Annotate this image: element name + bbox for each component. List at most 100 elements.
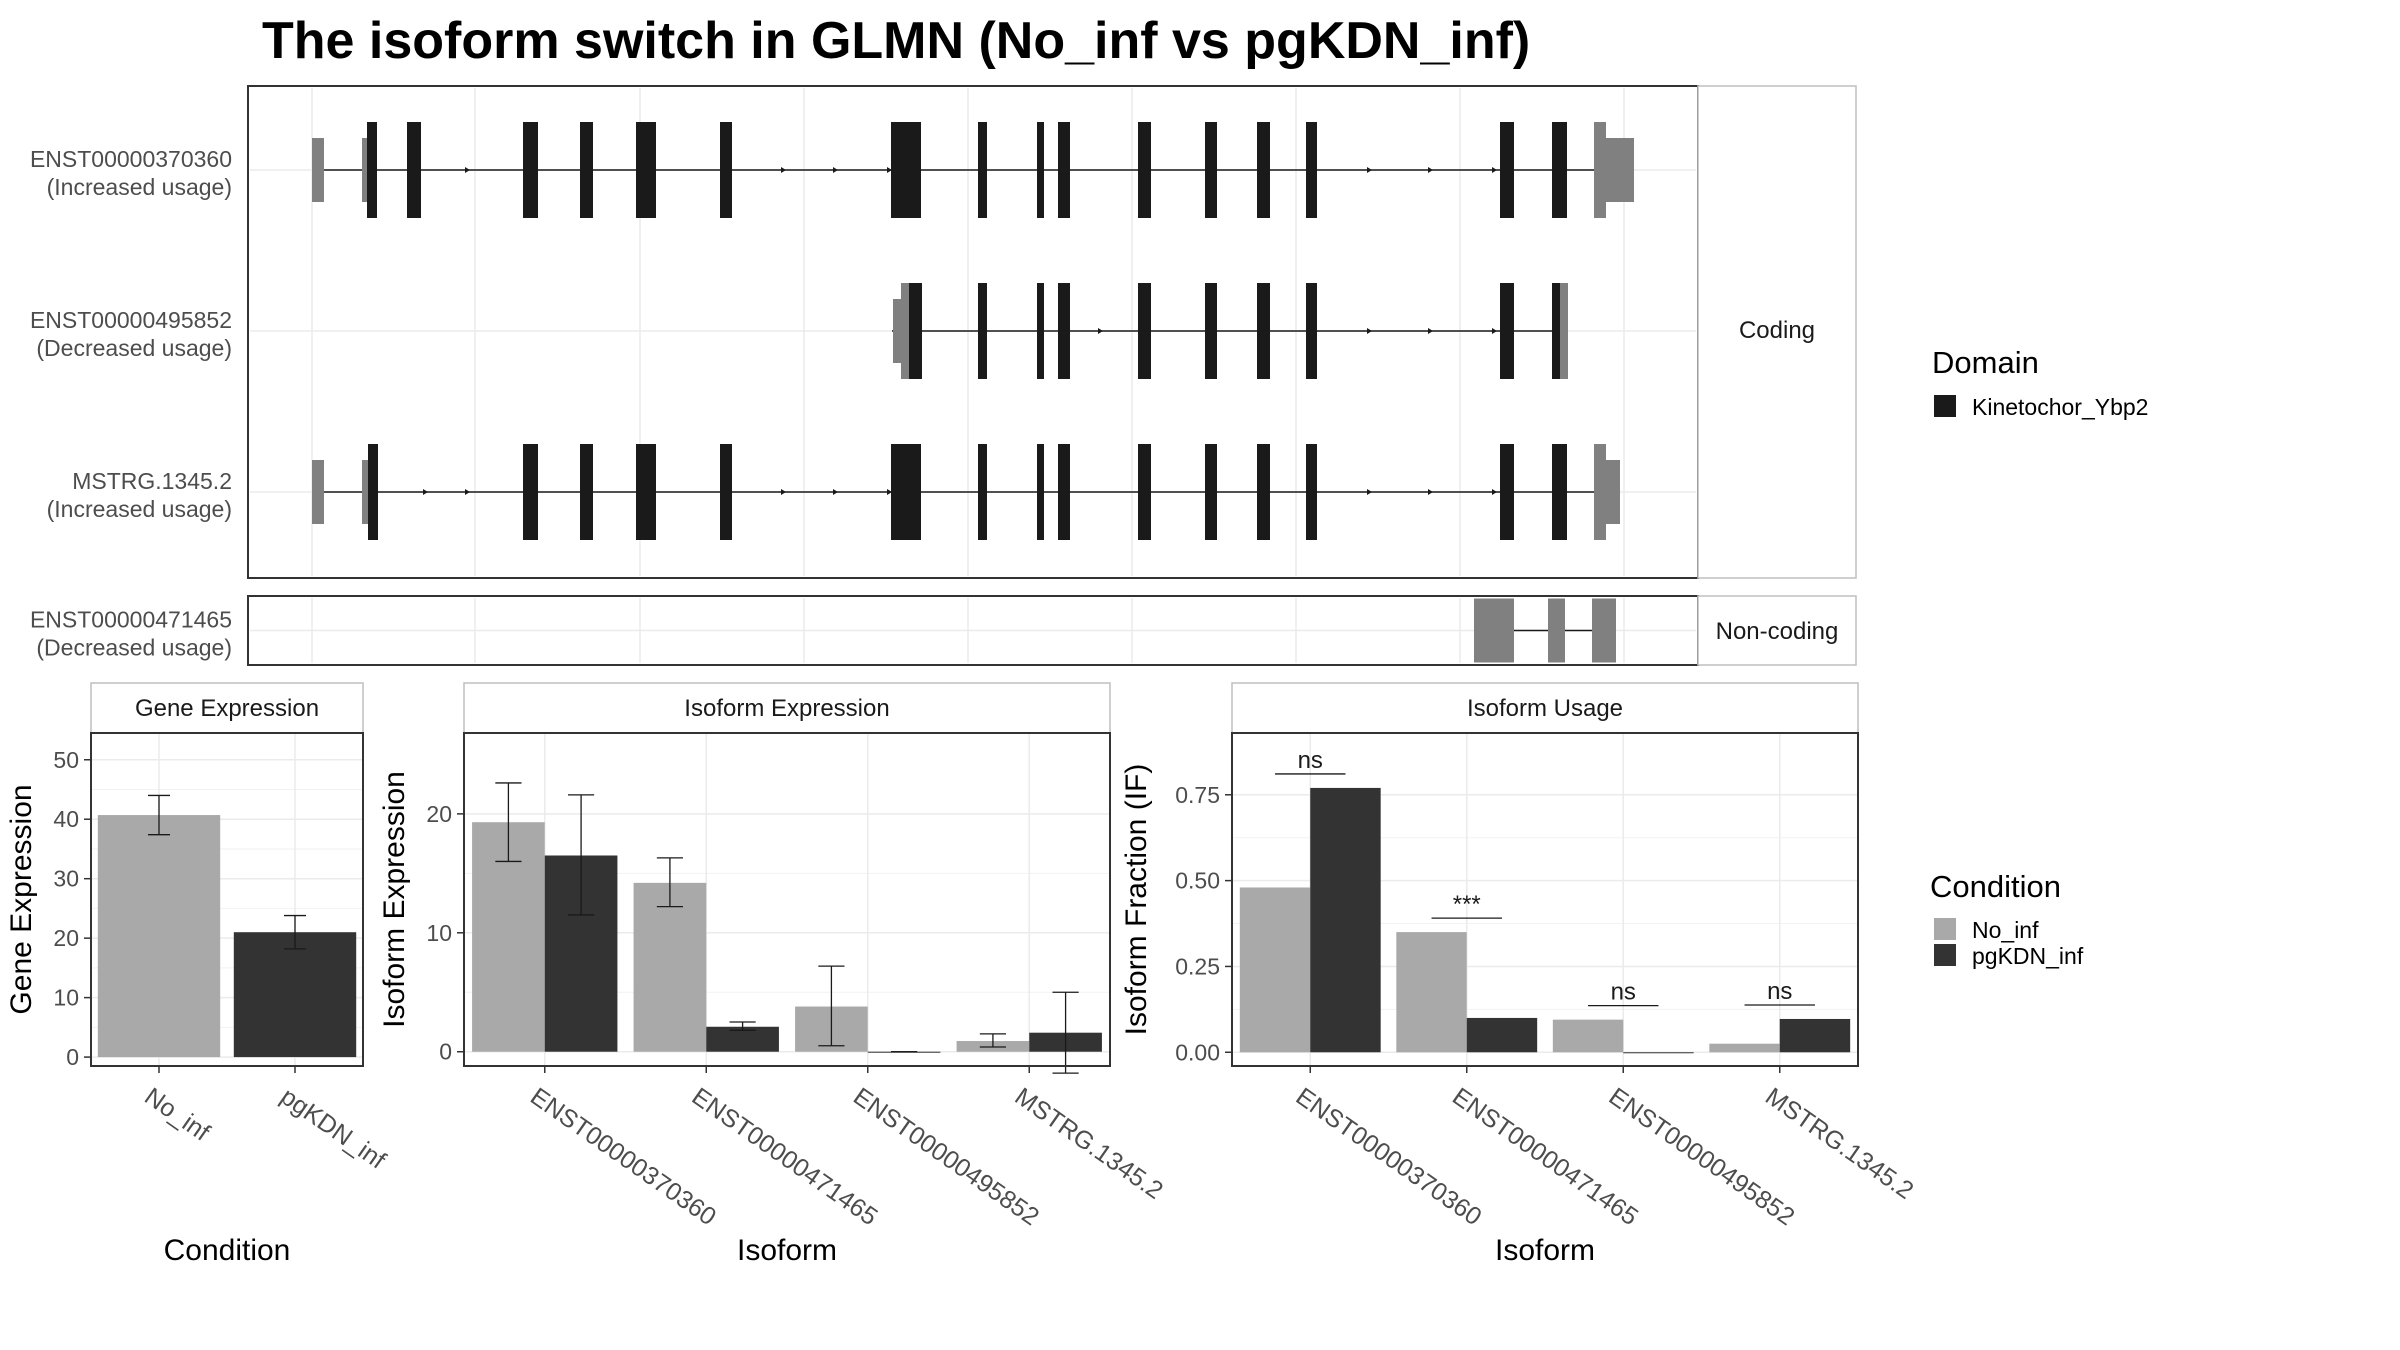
noncoding-exon <box>1592 598 1616 663</box>
domain-exon <box>1500 444 1514 540</box>
domain-exon <box>978 122 987 218</box>
coding-panel-border <box>247 85 1699 579</box>
domain-exon <box>367 122 377 218</box>
intron-direction-arrow <box>887 167 892 173</box>
bar-No_inf <box>1239 887 1311 1053</box>
noncoding-facet-strip <box>1697 595 1857 666</box>
x-tick-label: MSTRG.1345.2 <box>1010 1082 1168 1205</box>
domain-exon <box>1552 444 1567 540</box>
x-tick-label: MSTRG.1345.2 <box>1760 1082 1918 1205</box>
intron-direction-arrow <box>833 167 838 173</box>
y-tick-label: 10 <box>53 985 79 1011</box>
domain-exon <box>1500 122 1514 218</box>
domain-exon <box>407 122 421 218</box>
bar-pgKDN_inf <box>1623 1052 1694 1054</box>
domain-exon <box>720 122 732 218</box>
transcript-label: ENST00000370360 <box>30 146 232 172</box>
x-axis-title: Condition <box>164 1234 291 1267</box>
domain-exon <box>1138 444 1151 540</box>
intron-direction-arrow <box>1428 328 1433 334</box>
domain-exon <box>1138 283 1151 379</box>
isoform-expression-panel: Isoform Expression01020ENST00000370360EN… <box>378 682 1168 1267</box>
intron-direction-arrow <box>1367 167 1372 173</box>
panel-strip <box>90 682 364 734</box>
utr-exon <box>901 283 909 379</box>
x-axis-title: Isoform <box>1495 1234 1595 1267</box>
bar-pgKDN_inf <box>233 932 357 1058</box>
y-tick-label: 20 <box>53 925 79 951</box>
utr-exon <box>362 138 367 202</box>
domain-exon <box>978 444 987 540</box>
condition-legend-title: Condition <box>1930 869 2061 904</box>
intron-direction-arrow <box>887 489 892 495</box>
panel-strip-title: Isoform Usage <box>1467 695 1623 722</box>
domain-exon <box>891 122 921 218</box>
y-tick-label: 0.25 <box>1175 953 1220 979</box>
panel-border <box>1231 732 1859 1067</box>
noncoding-exon <box>1548 598 1565 663</box>
y-tick-label: 10 <box>426 920 452 946</box>
y-tick-label: 0 <box>66 1044 79 1070</box>
domain-exon <box>1306 444 1317 540</box>
utr-exon <box>1606 138 1634 202</box>
legend-label-pgkdn-inf: pgKDN_inf <box>1972 943 2084 969</box>
domain-exon <box>1257 283 1270 379</box>
x-axis-title: Isoform <box>737 1234 837 1267</box>
domain-exon <box>580 444 593 540</box>
transcript-label: ENST00000495852 <box>30 307 232 333</box>
domain-legend-title: Domain <box>1932 345 2039 380</box>
noncoding-exon <box>1474 598 1514 663</box>
intron-direction-arrow <box>1367 489 1372 495</box>
bar-No_inf <box>97 815 221 1058</box>
utr-exon <box>312 460 324 524</box>
intron-direction-arrow <box>465 167 470 173</box>
coding-facet-strip <box>1697 85 1857 579</box>
bar-pgKDN_inf <box>1310 787 1381 1053</box>
domain-exon <box>1138 122 1151 218</box>
legend-swatch-no-inf <box>1934 918 1956 940</box>
bar-No_inf <box>1396 932 1467 1053</box>
panel-border <box>463 732 1111 1067</box>
panel-strip-title: Gene Expression <box>135 695 319 722</box>
y-axis-title: Isoform Fraction (IF) <box>1120 764 1153 1036</box>
significance-label: *** <box>1453 891 1481 918</box>
transcript-usage-note: (Decreased usage) <box>36 335 232 361</box>
domain-exon <box>1552 283 1560 379</box>
domain-exon <box>523 444 538 540</box>
intron-direction-arrow <box>1492 167 1497 173</box>
domain-exon <box>523 122 538 218</box>
domain-exon <box>1257 122 1270 218</box>
transcript-usage-note: (Increased usage) <box>47 496 232 522</box>
panel-strip-title: Isoform Expression <box>684 695 889 722</box>
domain-exon <box>1500 283 1514 379</box>
figure-title: The isoform switch in GLMN (No_inf vs pg… <box>262 12 1530 70</box>
utr-exon <box>1606 460 1620 524</box>
legend-swatch-kinetochor <box>1934 395 1956 417</box>
domain-exon <box>580 122 593 218</box>
legend-swatch-pgkdn-inf <box>1934 944 1956 966</box>
intron-direction-arrow <box>1492 489 1497 495</box>
bar-No_inf <box>633 882 707 1052</box>
domain-exon <box>1058 444 1070 540</box>
bar-pgKDN_inf <box>1466 1017 1538 1053</box>
domain-exon <box>1058 283 1070 379</box>
transcript-label: MSTRG.1345.2 <box>72 468 232 494</box>
x-tick-label: No_inf <box>139 1082 214 1146</box>
utr-exon <box>362 460 368 524</box>
significance-label: ns <box>1767 978 1792 1005</box>
facet-label-coding: Coding <box>1739 317 1815 344</box>
domain-exon <box>891 444 921 540</box>
y-tick-label: 20 <box>426 801 452 827</box>
domain-exon <box>1205 283 1217 379</box>
y-tick-label: 0 <box>439 1039 452 1065</box>
significance-label: ns <box>1611 979 1636 1006</box>
bar-No_inf <box>1552 1019 1624 1053</box>
intron-direction-arrow <box>465 489 470 495</box>
domain-exon <box>1306 122 1317 218</box>
domain-exon <box>909 283 922 379</box>
intron-direction-arrow <box>1367 328 1372 334</box>
transcript-usage-note: (Increased usage) <box>47 174 232 200</box>
bar-pgKDN_inf <box>1779 1018 1851 1053</box>
